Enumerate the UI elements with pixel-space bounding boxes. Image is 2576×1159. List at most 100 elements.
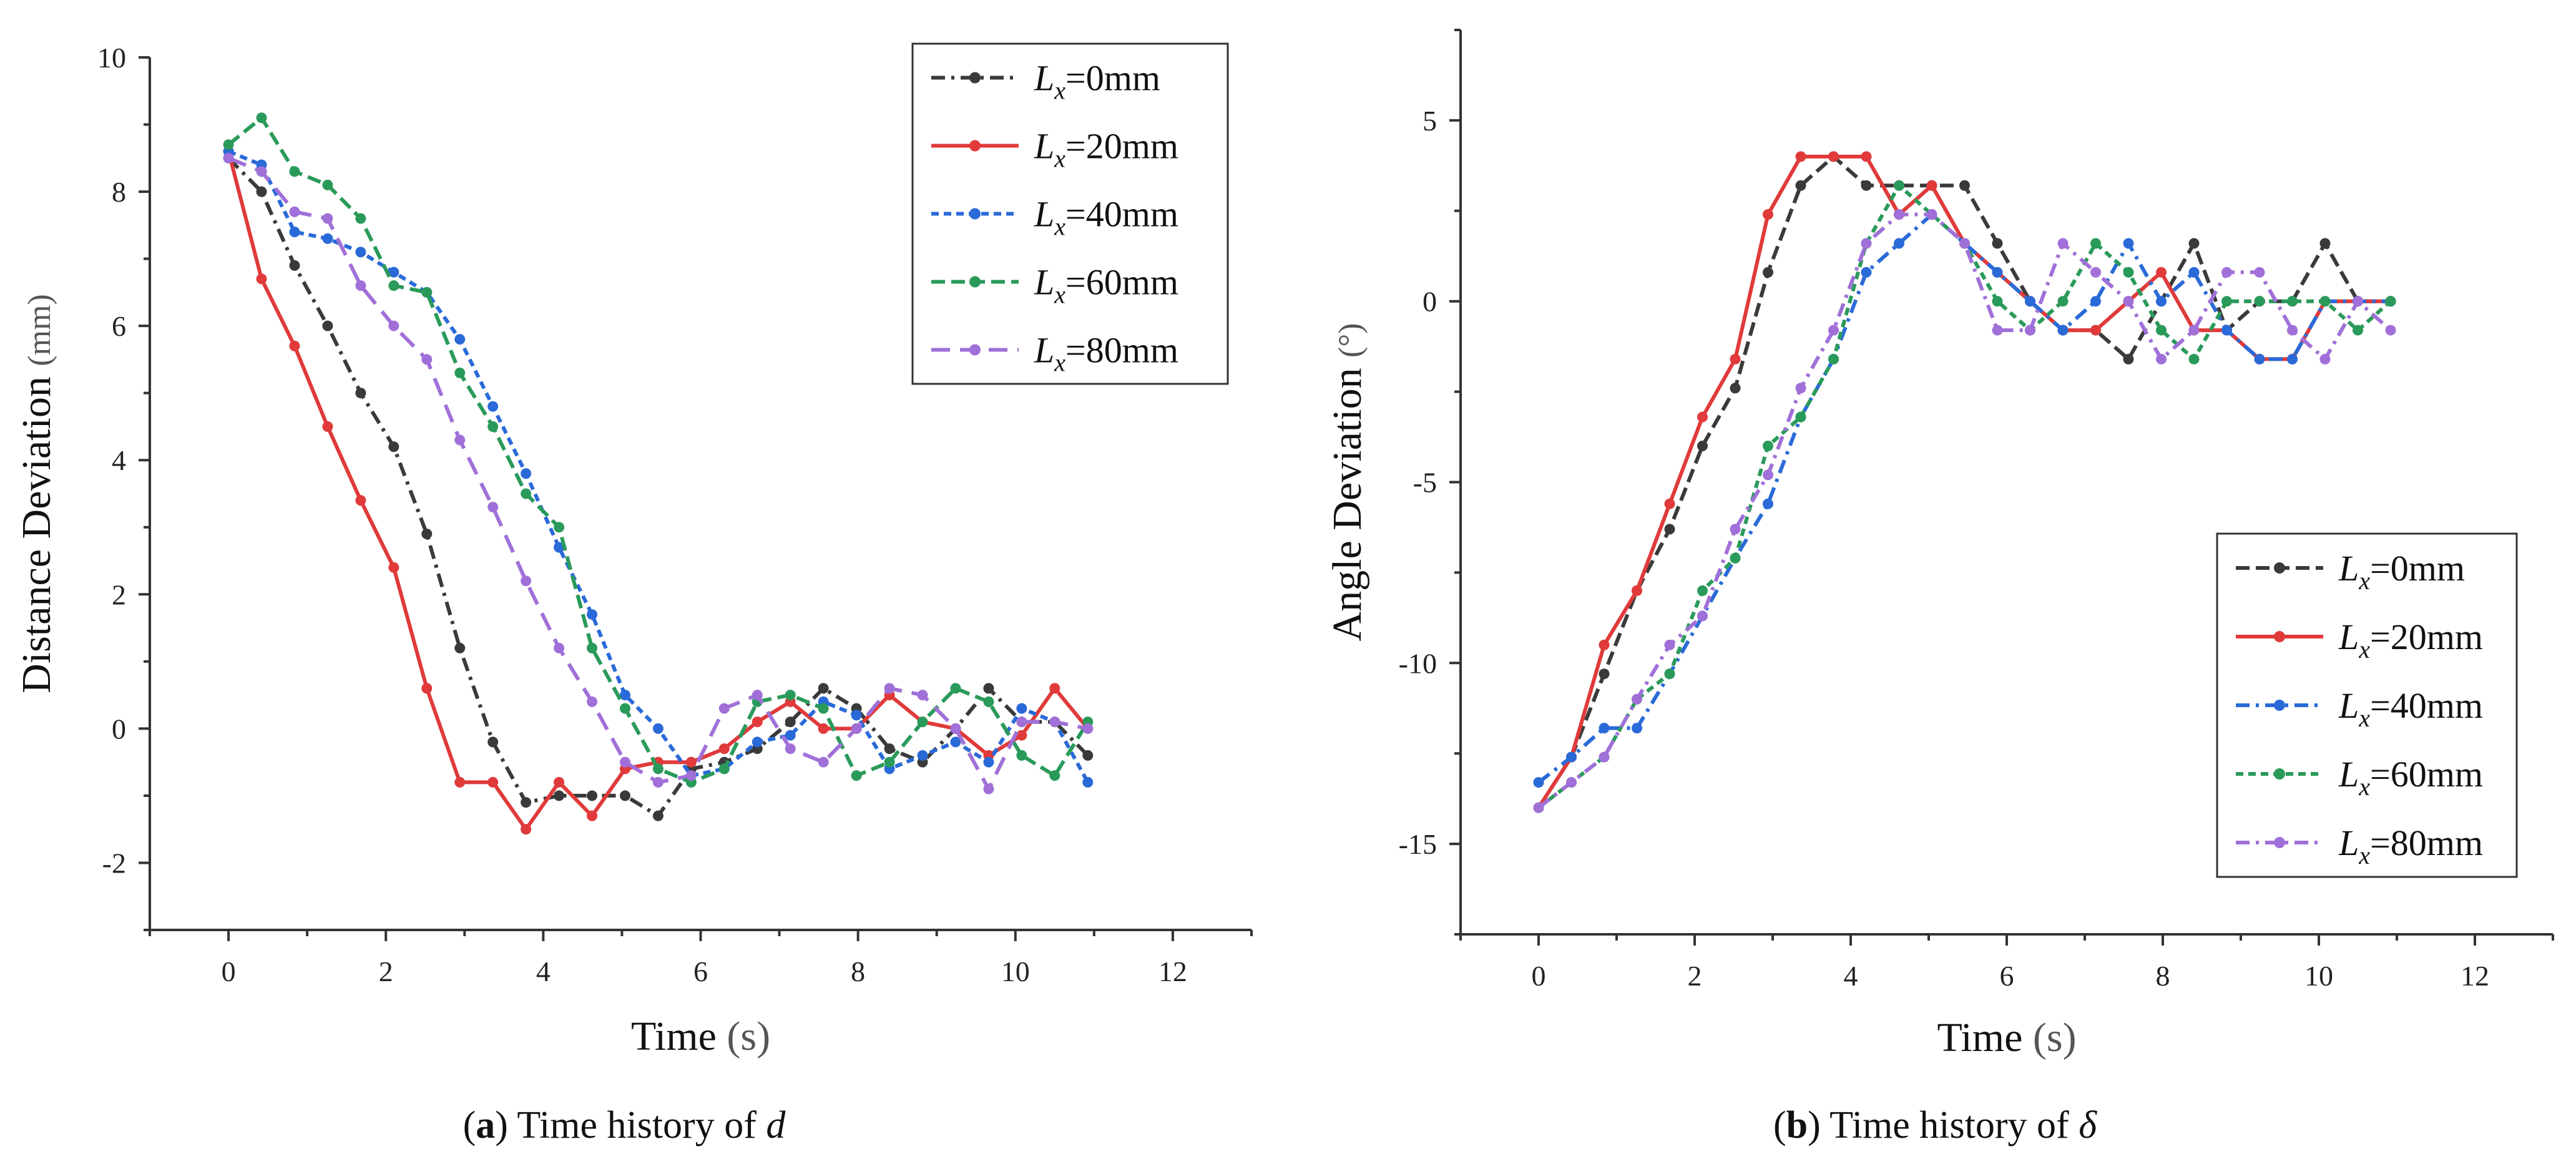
y-tick-label: 2	[112, 579, 126, 610]
y-tick-label: -5	[1413, 467, 1437, 499]
data-point	[950, 723, 961, 734]
legend-label: Lx=80mm	[2338, 823, 2483, 869]
x-tick-label: 6	[693, 956, 708, 987]
data-point	[818, 703, 829, 714]
data-point	[554, 776, 565, 788]
legend-label: Lx=60mm	[1034, 262, 1178, 309]
data-point	[2287, 353, 2298, 364]
data-point	[2057, 325, 2069, 336]
data-point	[388, 280, 399, 291]
data-point	[2025, 325, 2035, 336]
data-point	[1599, 751, 1610, 763]
data-point	[355, 495, 366, 506]
data-point	[2156, 267, 2167, 278]
data-point	[587, 790, 598, 801]
data-point	[587, 609, 598, 620]
legend-marker	[969, 344, 981, 356]
data-point	[1016, 730, 1027, 741]
data-point	[2090, 325, 2101, 336]
data-point	[1632, 723, 1642, 734]
data-point	[322, 320, 333, 331]
data-point	[223, 139, 234, 150]
data-point	[2254, 353, 2265, 364]
data-point	[685, 770, 697, 781]
legend-marker	[2274, 631, 2285, 642]
data-point	[851, 723, 862, 734]
legend-marker	[969, 140, 981, 152]
data-point	[1664, 524, 1675, 535]
data-point	[454, 642, 466, 653]
data-point	[2123, 238, 2134, 249]
data-point	[1795, 383, 1806, 394]
data-point	[1959, 180, 1970, 191]
data-point	[2156, 353, 2167, 364]
data-point	[388, 441, 399, 452]
legend-marker	[2274, 768, 2285, 780]
data-point	[1599, 639, 1610, 650]
legend-marker	[2274, 837, 2285, 848]
data-point	[1697, 585, 1708, 596]
data-point	[2319, 296, 2331, 307]
x-tick-label: 12	[2461, 960, 2489, 992]
data-point	[388, 267, 399, 278]
data-point	[2156, 296, 2167, 307]
y-tick-label: -2	[102, 847, 126, 879]
data-point	[2188, 238, 2200, 249]
legend-label: Lx=0mm	[1034, 58, 1160, 105]
data-point	[587, 810, 598, 821]
data-point	[1861, 151, 1872, 162]
legend: Lx=0mm Lx=20mm Lx=40mm Lx=60mm Lx=80mm	[911, 42, 1229, 385]
y-tick-label: -10	[1399, 647, 1437, 679]
data-point	[1828, 325, 1839, 336]
x-axis-title: Time (s)	[1937, 1015, 2076, 1060]
data-point	[752, 736, 763, 748]
data-point	[554, 542, 565, 553]
data-point	[718, 703, 730, 714]
data-point	[1049, 683, 1060, 694]
data-point	[256, 112, 267, 124]
data-point	[587, 696, 598, 707]
legend-label: Lx=0mm	[2338, 548, 2465, 595]
data-point	[256, 273, 267, 285]
data-point	[1926, 209, 1937, 220]
data-point	[1763, 441, 1773, 452]
data-point	[2090, 238, 2101, 249]
data-point	[1016, 750, 1027, 761]
y-tick-label: 8	[112, 176, 126, 208]
data-point	[1894, 209, 1904, 220]
data-point	[1599, 668, 1610, 680]
data-point	[2353, 296, 2363, 307]
data-point	[388, 562, 399, 573]
data-point	[1926, 180, 1937, 191]
data-point	[785, 730, 796, 741]
data-point	[983, 683, 994, 694]
data-point	[1861, 238, 1872, 249]
data-point	[2287, 296, 2298, 307]
data-point	[619, 690, 630, 701]
data-point	[1566, 751, 1577, 763]
data-point	[487, 736, 499, 748]
data-point	[454, 334, 466, 345]
data-point	[785, 743, 796, 755]
data-point	[521, 468, 532, 479]
legend-marker	[2274, 562, 2285, 574]
data-point	[1049, 716, 1060, 728]
legend: Lx=0mm Lx=20mm Lx=40mm Lx=60mm Lx=80mm	[2216, 532, 2518, 878]
legend-label: Lx=20mm	[2338, 617, 2483, 663]
data-point	[950, 736, 961, 748]
data-point	[2123, 353, 2134, 364]
data-point	[818, 723, 829, 734]
data-point	[1599, 723, 1610, 734]
chart-panel-a: 0 2 4 6 8 10 12 -2 0 2 4 6 8 10 Time (s) Distance Devia…	[14, 42, 1253, 1147]
data-point	[818, 683, 829, 694]
data-point	[1632, 585, 1642, 596]
y-axis-title: Angle Deviation (°)	[1325, 323, 1370, 642]
data-point	[322, 233, 333, 244]
data-point	[256, 186, 267, 197]
legend-label: Lx=60mm	[2338, 754, 2483, 801]
legend-label: Lx=40mm	[1034, 194, 1178, 241]
data-point	[1664, 498, 1675, 509]
x-axis-title: Time (s)	[631, 1014, 770, 1059]
data-point	[1795, 151, 1806, 162]
data-point	[718, 763, 730, 775]
